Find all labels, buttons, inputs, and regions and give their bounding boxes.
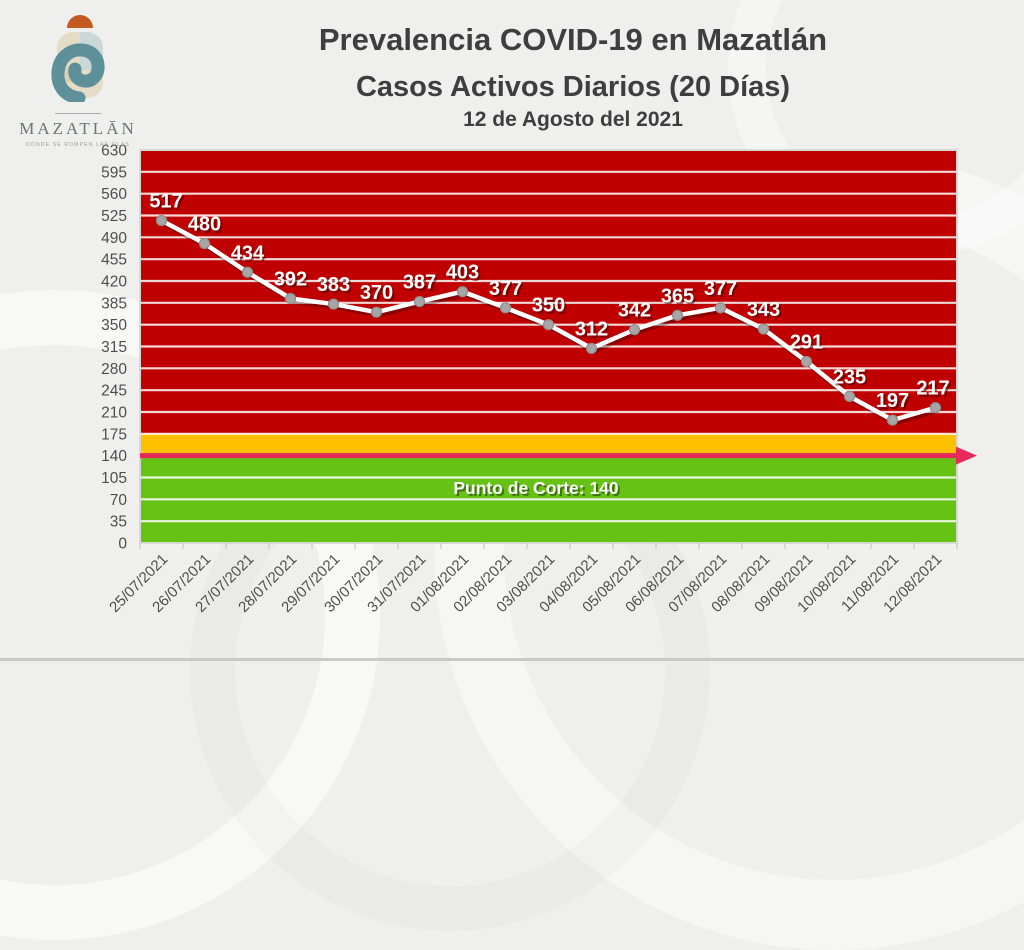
data-label-shadow: 197	[878, 392, 911, 414]
data-marker	[198, 237, 211, 250]
y-axis-label: 280	[101, 361, 127, 378]
data-marker	[241, 266, 254, 278]
data-label-shadow: 387	[405, 274, 438, 296]
data-label-shadow: 403	[448, 264, 481, 286]
data-marker	[671, 309, 684, 321]
data-label: 342	[618, 300, 651, 322]
data-label-shadow: 350	[534, 297, 567, 319]
data-label: 197	[876, 390, 909, 412]
chart-header: Prevalencia COVID-19 en Mazatlán Casos A…	[150, 22, 996, 132]
y-axis-label: 595	[101, 164, 127, 181]
data-marker	[413, 295, 426, 308]
y-axis-label: 140	[101, 448, 127, 465]
data-label: 217	[916, 378, 949, 400]
chart-title: Prevalencia COVID-19 en Mazatlán	[318, 22, 828, 57]
data-label-shadow: 480	[190, 216, 223, 238]
data-marker	[757, 323, 770, 335]
data-label-shadow: 392	[276, 271, 309, 293]
data-label-shadow: 434	[233, 244, 267, 266]
y-axis-label: 560	[101, 186, 127, 203]
data-label-shadow: 235	[835, 369, 868, 391]
data-marker	[585, 342, 598, 354]
y-axis-label: 175	[101, 426, 127, 443]
data-label-shadow: 217	[918, 380, 951, 402]
data-marker	[843, 390, 856, 403]
data-marker	[628, 324, 641, 336]
cutoff-arrow	[956, 446, 977, 465]
data-label-shadow: 342	[620, 302, 653, 324]
data-label: 370	[360, 282, 393, 304]
data-label: 291	[790, 331, 823, 353]
mazatlan-logo: MAZATLĀN DONDE SE ROMPEN LAS OLAS	[2, 6, 154, 148]
data-marker	[929, 402, 942, 414]
logo-divider	[55, 113, 101, 114]
zone-naranja	[140, 433, 957, 456]
shell-sun-icon	[51, 15, 105, 105]
data-label-shadow: 370	[362, 284, 395, 306]
data-label-shadow: 291	[792, 334, 825, 356]
y-axis-label: 70	[110, 492, 128, 509]
y-axis-label: 210	[101, 405, 127, 422]
data-marker	[800, 355, 813, 368]
data-label-shadow: 517	[151, 193, 184, 215]
y-axis-label: 455	[101, 252, 127, 269]
chart-date: 12 de Agosto del 2021	[463, 108, 683, 131]
data-label: 350	[532, 295, 565, 317]
data-label: 392	[274, 268, 307, 290]
cutoff-label: Punto de Corte: 140	[453, 478, 619, 498]
cutoff-label-shadow: Punto de Corte: 140	[455, 480, 621, 500]
data-label-shadow: 377	[706, 280, 739, 302]
data-label: 343	[747, 299, 780, 321]
logo-name: MAZATLĀN	[19, 119, 137, 138]
data-marker	[542, 319, 555, 331]
data-label: 480	[188, 214, 221, 236]
y-axis-label: 315	[101, 339, 127, 356]
data-label: 312	[575, 318, 608, 340]
y-axis-label: 35	[110, 514, 127, 531]
logo-tagline: DONDE SE ROMPEN LAS OLAS	[26, 142, 130, 148]
data-label: 517	[149, 190, 182, 212]
y-axis-label: 245	[101, 383, 127, 400]
chart-subtitle: Casos Activos Diarios (20 Días)	[355, 71, 791, 103]
y-axis-label: 420	[101, 274, 127, 291]
y-axis-label: 490	[101, 230, 127, 247]
data-label-shadow: 383	[319, 276, 352, 298]
plot-border	[139, 149, 958, 544]
data-marker	[155, 214, 168, 227]
data-label: 434	[231, 242, 265, 264]
data-label-shadow: 343	[749, 301, 782, 323]
y-axis-label: 630	[101, 143, 127, 160]
data-marker	[714, 302, 727, 314]
data-marker	[284, 292, 297, 305]
y-axis-label: 350	[101, 317, 127, 334]
data-marker	[327, 298, 340, 310]
window-bottom-edge	[0, 658, 1024, 661]
y-axis-label: 525	[101, 208, 127, 225]
data-label: 403	[446, 262, 479, 284]
data-marker	[456, 286, 469, 298]
data-label: 377	[704, 278, 737, 300]
data-marker	[499, 302, 512, 314]
y-axis-label: 0	[118, 536, 127, 553]
data-label: 377	[489, 278, 522, 300]
data-marker	[370, 306, 383, 318]
data-label-shadow: 312	[577, 321, 610, 343]
y-axis-label: 105	[101, 470, 127, 487]
data-label-shadow: 377	[491, 280, 524, 302]
y-axis-label: 385	[101, 295, 127, 312]
data-label-shadow: 365	[663, 288, 696, 310]
data-label: 365	[661, 285, 694, 307]
data-marker	[886, 414, 899, 426]
data-label: 387	[403, 272, 436, 294]
data-label: 383	[317, 274, 350, 296]
data-label: 235	[833, 366, 866, 388]
